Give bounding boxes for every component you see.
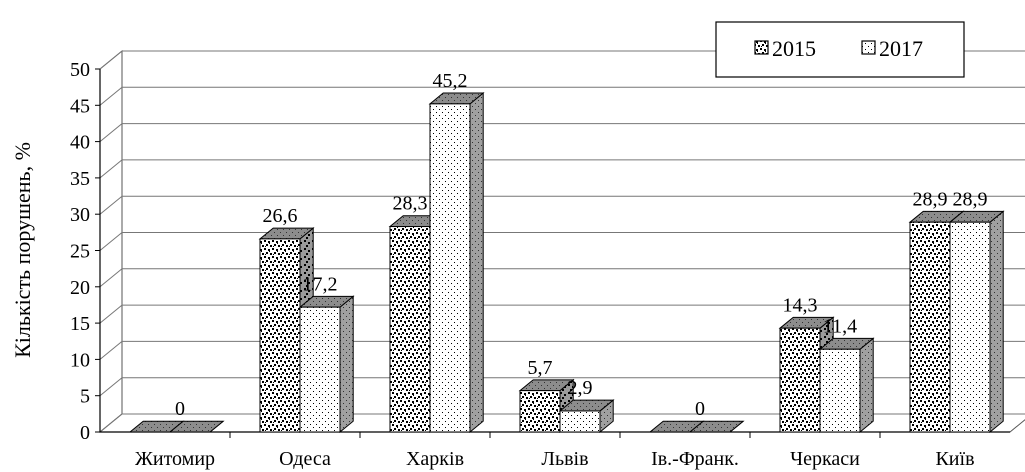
bar-2017-3 xyxy=(558,399,615,434)
bar-top xyxy=(168,420,225,433)
data-label-2017: 0 xyxy=(175,398,185,420)
legend-label-2015: 2015 xyxy=(772,36,816,61)
bar-side xyxy=(339,295,354,434)
bar-front xyxy=(559,410,601,433)
bar-side xyxy=(859,337,874,434)
data-label-2015: 26,6 xyxy=(263,205,298,227)
bar-side xyxy=(469,91,484,434)
y-tick-label: 50 xyxy=(70,59,90,81)
y-tick-label: 30 xyxy=(70,204,90,226)
bar-2017-5 xyxy=(818,337,875,434)
gridline-diag xyxy=(99,377,123,397)
y-axis-ticks: 0 5 10 15 20 25 30 35 40 45 50 xyxy=(70,59,100,444)
gridline-diag xyxy=(99,232,123,251)
x-category-label: Ів.-Франк. xyxy=(651,448,739,470)
bar-front xyxy=(429,103,471,433)
x-category-label: Київ xyxy=(935,448,974,470)
bar-front xyxy=(909,221,951,433)
data-label-2015: 28,3 xyxy=(393,193,428,215)
data-labels: 0 26,6 17,2 28,3 45,2 5,7 2,9 0 14,311,4 28,9 28,9 xyxy=(175,70,988,420)
bar-front xyxy=(519,390,561,433)
bar-side xyxy=(989,210,1004,434)
bar-2017-0 xyxy=(168,420,225,433)
x-category-label: Черкаси xyxy=(790,448,860,470)
data-label-2017: 11,4 xyxy=(823,315,857,337)
y-tick-label: 45 xyxy=(70,95,90,117)
gridline-diag xyxy=(99,50,123,70)
data-label-2017: 45,2 xyxy=(433,70,468,92)
bar-front xyxy=(259,238,301,433)
bars xyxy=(128,91,1005,434)
x-category-label: Львів xyxy=(541,448,588,470)
bar-2017-1 xyxy=(298,295,355,434)
gridline-diag xyxy=(99,413,123,433)
y-tick-label: 20 xyxy=(70,277,90,299)
legend-box xyxy=(715,21,965,78)
bar-2017-4 xyxy=(688,420,745,433)
x-axis-categories: Житомир Одеса Харків Львів Ів.-Франк. Черкаси… xyxy=(135,432,975,470)
legend: 2015 2017 xyxy=(715,21,965,78)
y-tick-label: 15 xyxy=(70,313,90,335)
legend-label-2017: 2017 xyxy=(879,36,923,61)
data-label-2015: 5,7 xyxy=(528,357,553,379)
data-label-2017: 17,2 xyxy=(303,273,338,295)
gridline-diag xyxy=(99,268,123,288)
bar-front xyxy=(819,348,861,433)
bar-2017-6 xyxy=(948,210,1005,434)
bar-front xyxy=(389,226,431,433)
data-label-2015: 14,3 xyxy=(783,294,818,316)
gridline-diag xyxy=(99,123,123,142)
data-label-2017: 0 xyxy=(695,398,705,420)
bar-front xyxy=(299,306,341,433)
x-category-label: Харків xyxy=(406,448,464,470)
y-tick-label: 10 xyxy=(70,349,90,371)
legend-swatch-2015 xyxy=(754,40,769,55)
bar-front xyxy=(949,221,991,433)
bar-top xyxy=(688,420,745,433)
legend-swatch-2017 xyxy=(861,40,876,55)
y-tick-label: 40 xyxy=(70,132,90,154)
y-tick-label: 5 xyxy=(80,386,90,408)
gridline-diag xyxy=(99,341,123,360)
bar-front xyxy=(779,327,821,433)
data-label-2017: 2,9 xyxy=(568,377,593,399)
data-label-2017: 28,9 xyxy=(953,188,988,210)
gridline-diag xyxy=(99,304,123,324)
x-category-label: Одеса xyxy=(279,448,331,470)
gridlines xyxy=(98,49,1025,434)
gridline-diag xyxy=(99,195,123,215)
data-label-2015: 28,9 xyxy=(913,188,948,210)
y-tick-label: 35 xyxy=(70,168,90,190)
y-axis-label: Кількість порушень, % xyxy=(10,142,35,358)
bar-2017-2 xyxy=(428,91,485,434)
gridline-diag xyxy=(99,159,123,179)
gridline-diag xyxy=(99,86,123,106)
x-category-label: Житомир xyxy=(135,448,215,470)
y-tick-label: 0 xyxy=(80,422,90,444)
y-tick-label: 25 xyxy=(70,241,90,263)
